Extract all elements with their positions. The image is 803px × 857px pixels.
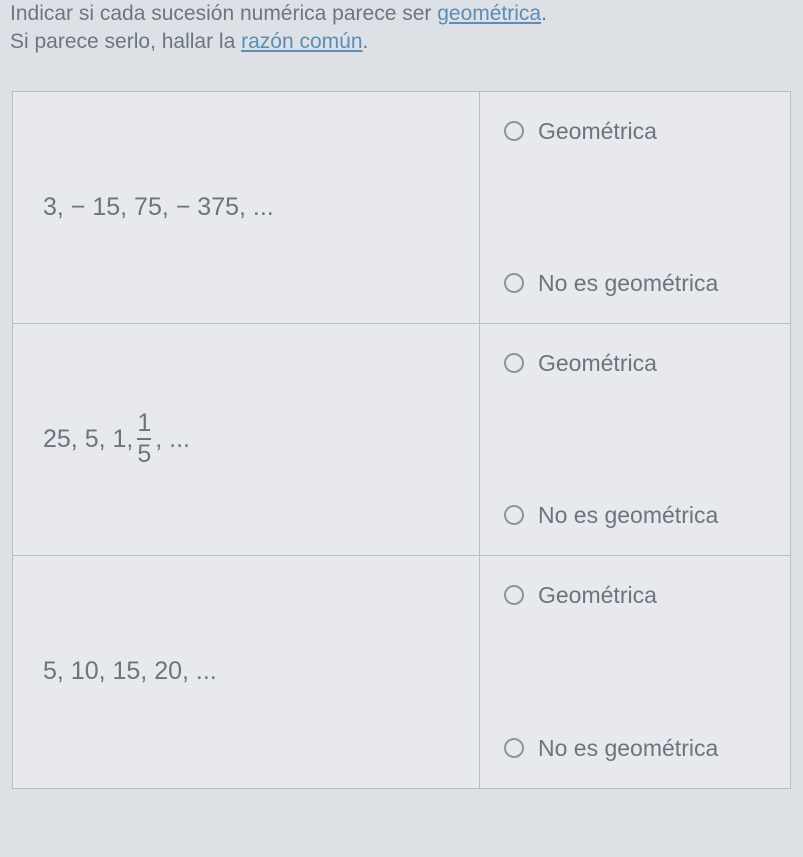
fraction: 1 5 [137,411,151,467]
option-geometrica[interactable]: Geométrica [504,350,778,377]
instruction-text: Indicar si cada sucesión numérica parece… [10,2,437,25]
option-label: Geométrica [538,118,657,145]
radio-icon [504,738,524,758]
link-razon-comun[interactable]: razón común [241,30,362,53]
table-row: 3, − 15, 75, − 375, ... Geométrica No es… [13,92,790,324]
radio-icon [504,121,524,141]
sequence-cell: 25, 5, 1, 1 5 , ... [13,324,480,555]
option-geometrica[interactable]: Geométrica [504,582,778,609]
radio-icon [504,585,524,605]
options-cell: Geométrica No es geométrica [480,556,790,788]
instructions-block: Indicar si cada sucesión numérica parece… [0,0,803,69]
sequence-suffix: , ... [155,425,190,454]
option-no-geometrica[interactable]: No es geométrica [504,735,778,762]
options-cell: Geométrica No es geométrica [480,92,790,323]
sequence-prefix: 25, 5, 1, [43,425,133,454]
option-no-geometrica[interactable]: No es geométrica [504,270,778,297]
option-label: Geométrica [538,582,657,609]
radio-icon [504,505,524,525]
options-cell: Geométrica No es geométrica [480,324,790,555]
sequence-cell: 3, − 15, 75, − 375, ... [13,92,480,323]
instruction-text: . [363,30,369,53]
table-row: 25, 5, 1, 1 5 , ... Geométrica No es geo… [13,324,790,556]
radio-icon [504,273,524,293]
sequence-cell: 5, 10, 15, 20, ... [13,556,480,788]
link-geometrica[interactable]: geométrica [437,2,541,25]
sequences-table: 3, − 15, 75, − 375, ... Geométrica No es… [12,91,791,789]
table-row: 5, 10, 15, 20, ... Geométrica No es geom… [13,556,790,788]
radio-icon [504,353,524,373]
sequence-text: 5, 10, 15, 20, ... [43,657,217,686]
option-geometrica[interactable]: Geométrica [504,118,778,145]
sequence-text: 25, 5, 1, 1 5 , ... [43,411,190,467]
option-label: Geométrica [538,350,657,377]
sequence-text: 3, − 15, 75, − 375, ... [43,193,274,222]
instruction-text: . [541,2,547,25]
option-no-geometrica[interactable]: No es geométrica [504,502,778,529]
option-label: No es geométrica [538,735,718,762]
fraction-numerator: 1 [137,411,151,438]
instruction-text: Si parece serlo, hallar la [10,30,241,53]
option-label: No es geométrica [538,270,718,297]
fraction-denominator: 5 [137,438,151,467]
option-label: No es geométrica [538,502,718,529]
